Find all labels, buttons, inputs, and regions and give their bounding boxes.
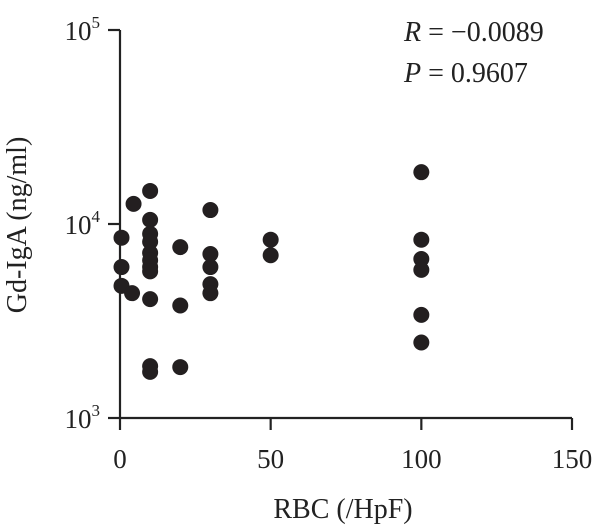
x-axis-title: RBC (/HpF) [273,494,412,525]
data-point [142,291,159,308]
y-axis-title: Gd-IgA (ng/ml) [2,137,33,314]
data-point [124,285,141,302]
data-point [262,231,279,248]
data-point [202,285,219,302]
x-tick-label: 0 [113,444,127,474]
data-point [202,259,219,276]
data-point [142,233,159,250]
x-tick-label: 150 [552,444,593,474]
data-point [172,297,189,314]
data-point [413,164,430,181]
y-tick-label: 103 [65,401,101,434]
y-tick-label: 105 [65,13,101,46]
data-points [113,164,430,380]
data-point [413,306,430,323]
x-ticks: 0 50 100 150 [113,418,592,474]
data-point [262,247,279,264]
x-tick-label: 50 [257,444,284,474]
stat-annotation: P = 0.9607 [403,58,528,89]
data-point [142,211,159,228]
data-point [202,246,219,263]
y-ticks: 103 104 105 [65,13,120,434]
x-tick-label: 100 [401,444,442,474]
data-point [413,231,430,248]
data-point [202,202,219,219]
data-point [113,229,130,246]
data-point [142,263,159,280]
data-point [113,259,130,276]
data-point [413,261,430,278]
y-tick-label: 104 [65,207,101,240]
stats-annotations: R = −0.0089 P = 0.9607 [403,17,544,89]
data-point [125,195,142,212]
stat-annotation: R = −0.0089 [403,17,544,48]
data-point [142,182,159,199]
data-point [142,363,159,380]
data-point [172,359,189,376]
data-point [413,334,430,351]
data-point [172,239,189,256]
